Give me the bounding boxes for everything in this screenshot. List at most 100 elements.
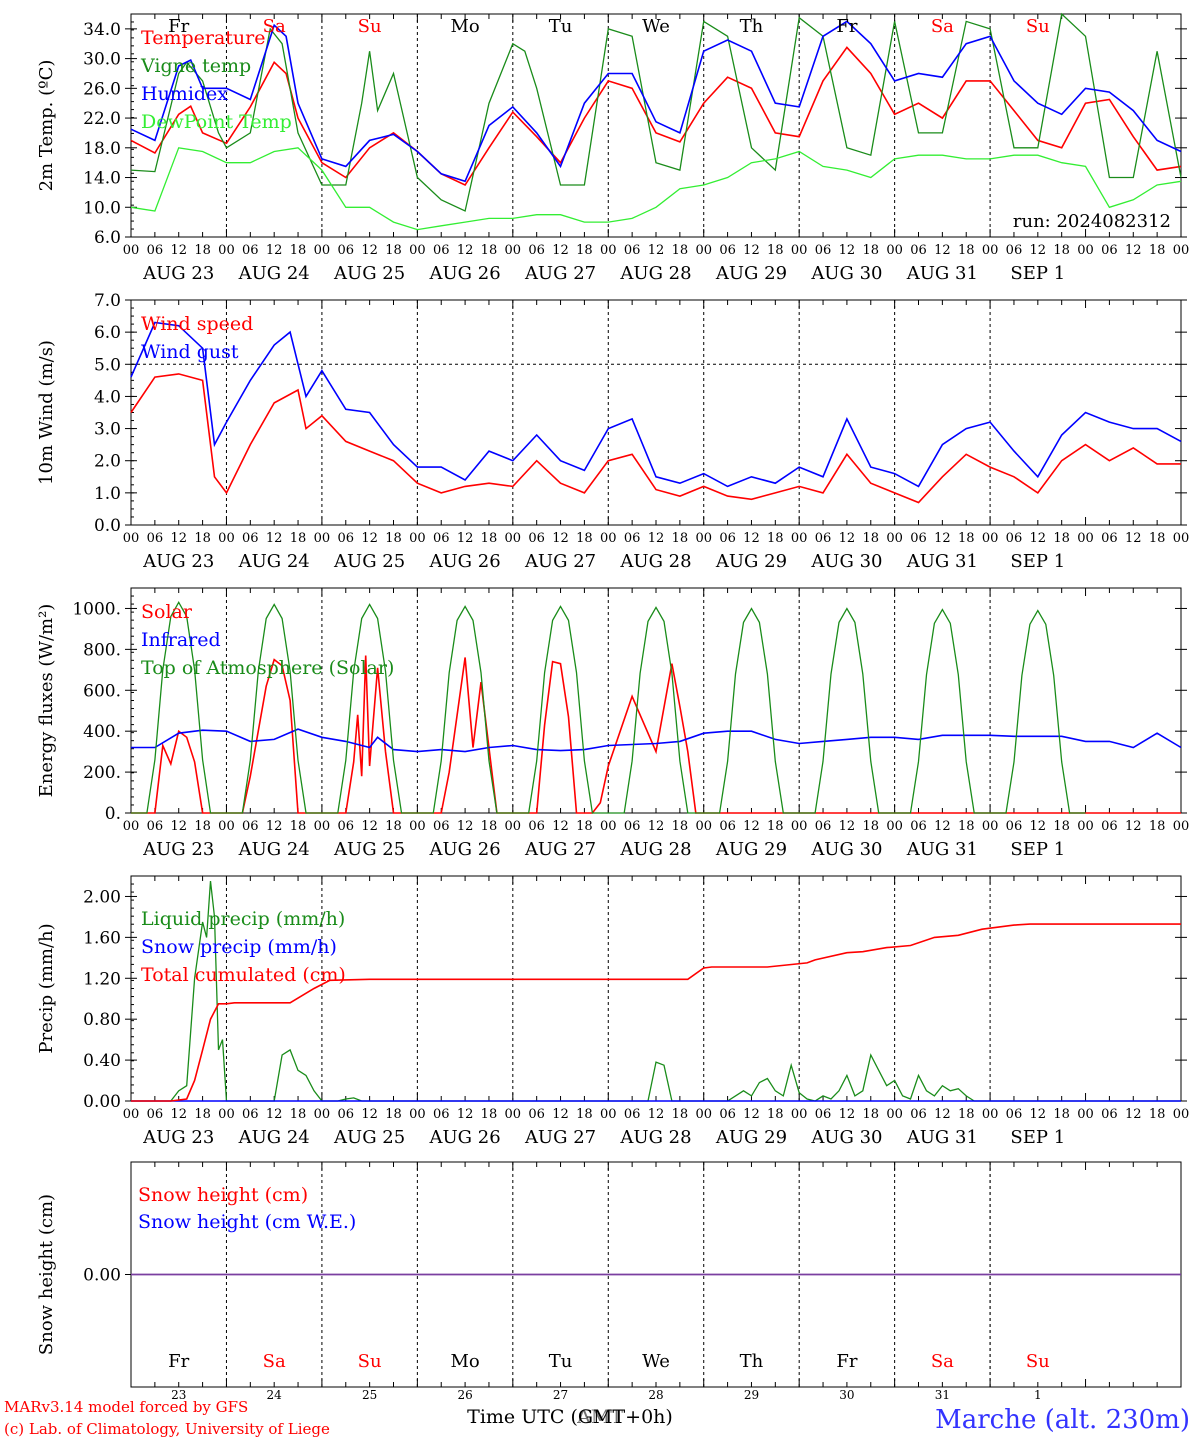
x-hour-label: 12 [1125,531,1142,546]
series-line-infrared [131,728,1182,753]
y-tick-label: 0.0 [94,516,121,536]
x-hour-label: 12 [1030,531,1047,546]
x-hour-label: 06 [815,531,832,546]
x-hour-label: 12 [266,243,283,258]
x-hour-label: 12 [648,243,665,258]
x-axis-label-overlay: AMT [576,1406,623,1428]
legend-entry: Top of Atmosphere (Solar) [141,657,394,679]
x-date-label: AUG 26 [428,263,500,284]
x-hour-label: 00 [1173,1107,1190,1122]
x-hour-label: 18 [672,819,689,834]
x-hour-label: 12 [1125,819,1142,834]
y-tick-label: 14.0 [83,169,121,189]
x-hour-label: 06 [1006,531,1023,546]
x-hour-label: 12 [552,531,569,546]
x-hour-label: 06 [242,819,259,834]
x-hour-label: 00 [123,1107,140,1122]
x-date-label: AUG 29 [715,551,787,572]
x-hour-label: 12 [170,531,187,546]
x-hour-label: 12 [552,819,569,834]
x-hour-label: 00 [218,243,235,258]
series-line-humidex [130,20,1182,183]
weekday-label: Th [740,1351,764,1372]
panel-1 [125,12,1187,238]
weekday-label: Mo [450,1351,479,1372]
panel-2 [125,299,1187,526]
x-hour-label: 00 [886,1107,903,1122]
y-tick-label: 5.0 [94,355,121,375]
weekday-label: Su [358,1351,382,1372]
x-hour-label: 12 [361,819,378,834]
x-date-label: AUG 29 [715,1127,787,1148]
x-hour-label: 12 [266,531,283,546]
x-hour-label: 06 [337,243,354,258]
x-hour-label: 18 [481,819,498,834]
x-hour-label: 12 [457,819,474,834]
x-hour-label: 00 [409,531,426,546]
x-hour-label: 06 [433,243,450,258]
weekday-label: Su [358,16,382,37]
x-hour-label: 00 [1077,243,1094,258]
y-tick-label: 1.0 [94,484,121,504]
x-date-label: AUG 28 [619,263,691,284]
weekday-label: Sa [931,1351,954,1372]
x-hour-label: 18 [767,531,784,546]
x-hour-label: 00 [982,1107,999,1122]
x-hour-label: 06 [910,531,927,546]
x-date-label: AUG 25 [333,1127,405,1148]
x-hour-label: 18 [958,819,975,834]
x-hour-label: 00 [600,531,617,546]
series-line-top-of-atmosphere-solar [131,600,1086,814]
x-hour-label: 00 [505,243,522,258]
x-hour-label: 12 [1030,1107,1047,1122]
x-hour-label: 12 [552,243,569,258]
x-hour-label: 12 [170,243,187,258]
x-hour-label: 06 [910,819,927,834]
x-hour-label: 18 [862,1107,879,1122]
weekday-label: Sa [263,1351,286,1372]
y-axis-label: 10m Wind (m/s) [36,340,57,485]
x-hour-label: 18 [385,243,402,258]
x-hour-label: 18 [958,243,975,258]
x-hour-label: 00 [123,243,140,258]
x-hour-label: 18 [1149,1107,1166,1122]
x-hour-label: 12 [839,243,856,258]
x-hour-label: 00 [505,531,522,546]
x-hour-label: 12 [839,819,856,834]
x-hour-label: 00 [123,819,140,834]
x-date-label: AUG 24 [238,1127,310,1148]
x-hour-label: 00 [409,1107,426,1122]
x-hour-label: 18 [385,1107,402,1122]
legend-entry: Infrared [141,629,221,651]
y-tick-label: 22.0 [83,109,121,129]
x-hour-label: 12 [457,531,474,546]
station-name: Marche (alt. 230m) [935,1405,1190,1435]
x-date-label: AUG 27 [524,839,596,860]
x-date-label: AUG 28 [619,1127,691,1148]
x-hour-label: 18 [1053,819,1070,834]
x-hour-label: 12 [743,531,760,546]
x-hour-label: 06 [242,1107,259,1122]
x-hour-label: 00 [886,243,903,258]
x-hour-label: 06 [624,819,641,834]
weekday-label: Fr [168,1351,189,1372]
x-hour-label: 00 [314,819,331,834]
x-hour-label: 18 [481,243,498,258]
legend-entry: Vigne temp [140,55,251,77]
x-hour-label: 06 [719,819,736,834]
x-date-label: AUG 23 [142,263,214,284]
weekday-label: Mo [450,16,479,37]
x-hour-label: 18 [194,243,211,258]
weekday-label: Th [740,16,764,37]
x-date-label: AUG 30 [810,1127,882,1148]
y-tick-label: 2.0 [94,452,121,472]
x-hour-label: 00 [600,819,617,834]
x-hour-label: 18 [862,819,879,834]
x-hour-label: 00 [1077,819,1094,834]
panel-5 [125,1161,1182,1388]
x-date-label: AUG 29 [715,839,787,860]
x-date-label: AUG 31 [906,551,978,572]
x-hour-label: 00 [505,819,522,834]
weekday-label: Tu [549,1351,573,1372]
